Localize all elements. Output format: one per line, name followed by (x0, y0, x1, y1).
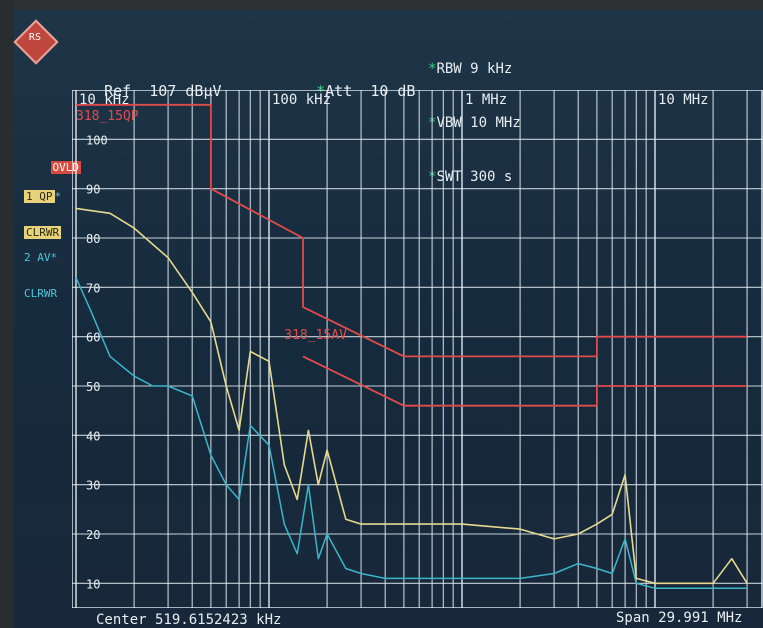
bezel-top (0, 0, 763, 10)
trace2-label: 2 AV (24, 251, 51, 264)
limit-av-name: 318_15AV (284, 328, 347, 343)
plot-labels: 10 kHz 100 kHz 1 MHz 10 MHz 100 90 80 70 60 50 40 3… (76, 92, 709, 591)
rbw-marker: * (428, 61, 437, 77)
spectrum-plot: 10 kHz 100 kHz 1 MHz 10 MHz 100 90 80 70 60 50 40 3… (72, 90, 763, 608)
freq-tick-label: 10 kHz (79, 92, 130, 108)
plot-grid (72, 90, 763, 608)
bandwidth-readout: *RBW 9 kHz *VBW 10 MHz *SWT 300 s (428, 24, 521, 222)
trace2-marker: * (50, 251, 58, 264)
level-tick-label: 100 (86, 133, 108, 147)
att-value: 10 dB (370, 82, 416, 100)
trace1-marker: * (54, 190, 62, 203)
freq-tick-label: 10 MHz (658, 92, 709, 108)
level-tick-label: 70 (86, 281, 100, 295)
brand-logo-icon: RS (13, 19, 59, 65)
att-marker: * (316, 82, 326, 100)
ref-value: 107 dBµV (149, 82, 222, 100)
level-tick-label: 40 (86, 429, 100, 443)
level-tick-label: 10 (86, 577, 100, 591)
level-tick-label: 80 (86, 232, 100, 246)
level-tick-label: 60 (86, 331, 100, 345)
trace1-indicator: 1 QP * CLRWR (24, 167, 62, 263)
center-frequency: Center 519.6152423 kHz (96, 612, 282, 628)
trace2-indicator: 2 AV* CLRWR (24, 228, 57, 324)
trace2-mode: CLRWR (24, 287, 58, 300)
level-tick-label: 30 (86, 479, 100, 493)
ref-label: Ref (104, 82, 132, 100)
limit-qp-name: 318_15QP (76, 109, 139, 124)
plot-frame (72, 90, 763, 608)
freq-tick-label: 1 MHz (465, 92, 507, 108)
rbw-value: RBW 9 kHz (436, 61, 513, 77)
bezel-left (0, 0, 14, 628)
level-tick-label: 20 (86, 528, 100, 542)
span-readout: Span 29.991 MHz (616, 610, 743, 626)
attenuation-readout: *Att 10 dB (280, 64, 415, 118)
limit-line-qp (76, 103, 748, 358)
trace-qp (75, 207, 748, 585)
trace-lines (75, 207, 748, 590)
ref-level-readout: Ref 107 dBµV (68, 64, 222, 118)
limit-lines (76, 103, 748, 407)
vbw-value: VBW 10 MHz (436, 115, 521, 131)
att-label: Att (325, 82, 353, 100)
level-tick-label: 90 (86, 183, 100, 197)
trace-av (75, 277, 748, 590)
freq-tick-label: 100 kHz (272, 92, 331, 108)
limit-line-av (302, 355, 748, 407)
level-tick-label: 50 (86, 380, 100, 394)
trace1-mode: CLRWR (24, 226, 62, 239)
trace1-label: 1 QP (24, 190, 55, 203)
